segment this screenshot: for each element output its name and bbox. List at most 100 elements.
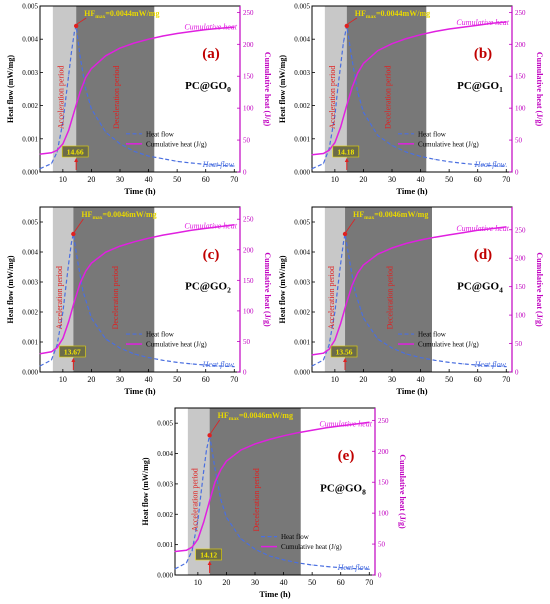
heat-flow-annotation: Heat flow <box>337 563 370 572</box>
y-left-axis-label: Heat flow (mW/mg) <box>278 55 287 123</box>
cumulative-heat-data-point <box>311 354 313 356</box>
x-tick-label: 50 <box>445 375 453 384</box>
heat-flow-data-point <box>362 111 365 113</box>
y-left-tick-label: 0.003 <box>294 279 310 287</box>
deceleration-period-label: Deceleration period <box>386 266 395 329</box>
y-right-tick-label: 200 <box>243 41 254 49</box>
hf-max-subscript: max <box>95 14 105 20</box>
x-tick-label: 40 <box>417 375 425 384</box>
hf-max-prefix: HF <box>84 9 95 18</box>
y-left-axis-label: Heat flow (mW/mg) <box>6 255 15 323</box>
y-right-axis-label: Cumulative heat (J/g) <box>398 454 407 529</box>
hf-max-prefix: HF <box>218 411 229 420</box>
heat-flow-data-point <box>147 155 150 157</box>
cumulative-heat-data-point <box>322 152 325 155</box>
acceleration-period-region <box>324 6 347 172</box>
heat-flow-data-point <box>322 163 325 165</box>
heat-flow-data-point <box>56 151 58 153</box>
cumulative-heat-data-point <box>176 32 178 35</box>
acceleration-period-label: Acceleration period <box>327 266 336 329</box>
peak-time-arrowhead <box>344 158 349 162</box>
heat-flow-data-point <box>282 559 285 561</box>
cumulative-heat-data-point <box>362 264 365 266</box>
heat-flow-data-point <box>377 338 379 340</box>
heat-flow-data-point <box>70 51 73 54</box>
peak-callout-line <box>74 218 84 233</box>
sample-name-base: PC@GO <box>457 281 499 293</box>
heat-flow-data-point <box>368 568 370 570</box>
acceleration-period-region <box>187 408 210 575</box>
peak-time-label: 13.56 <box>336 348 353 357</box>
heat-flow-data-point <box>334 114 336 117</box>
heat-flow-data-point <box>65 287 67 289</box>
y-right-tick-label: 150 <box>243 73 254 81</box>
heat-flow-data-point <box>391 347 393 349</box>
heat-flow-data-point <box>391 144 393 147</box>
legend: Heat flow Cumulative heat (J/g) <box>126 331 207 349</box>
hf-max-label: HFmax=0.0046mW/mg <box>218 411 293 422</box>
y-left-axis-label: Heat flow (mW/mg) <box>278 255 287 323</box>
heat-flow-data-point <box>448 361 450 363</box>
cumulative-heat-data-point <box>205 227 207 229</box>
legend: Heat flow Cumulative heat (J/g) <box>126 130 207 148</box>
x-tick-label: 30 <box>251 578 259 587</box>
cumulative-heat-data-point <box>462 26 465 28</box>
peak-callout-line <box>345 218 356 233</box>
panel-label: (c) <box>203 247 220 263</box>
cumulative-heat-data-point <box>67 129 70 132</box>
y-left-tick-label: 0.001 <box>22 135 38 143</box>
peak-time-box <box>61 145 89 158</box>
cumulative-heat-data-point <box>214 481 216 483</box>
y-left-tick-label: 0.003 <box>22 69 38 77</box>
heat-flow-data-point <box>67 75 70 77</box>
x-tick-label: 50 <box>173 375 181 384</box>
y-right-tick-label: 250 <box>243 9 254 17</box>
heat-flow-data-point <box>205 364 207 366</box>
heat-flow-data-point <box>147 357 150 359</box>
x-tick-label: 40 <box>280 578 288 587</box>
heat-flow-data-point <box>62 121 64 123</box>
heat-flow-data-point <box>357 91 359 93</box>
legend: Heat flow Cumulative heat (J/g) <box>398 130 479 148</box>
legend-entry-heat-flow: Heat flow <box>146 331 175 339</box>
legend-entry-heat-flow: Heat flow <box>146 130 175 138</box>
hf-max-value: =0.0046mW/mg <box>239 411 293 420</box>
x-tick-label: 10 <box>59 175 67 184</box>
heat-flow-data-point <box>105 131 107 133</box>
hf-max-label: HFmax=0.0046mW/mg <box>81 210 156 221</box>
heat-flow-data-point <box>76 257 78 259</box>
legend-entry-cumulative: Cumulative heat (J/g) <box>281 543 342 551</box>
heat-flow-data-point <box>339 65 342 67</box>
heat-flow-data-point <box>70 242 73 244</box>
y-left-tick-label: 0.004 <box>294 36 310 44</box>
x-tick-label: 10 <box>59 375 67 384</box>
cumulative-heat-data-point <box>190 30 193 33</box>
sample-name-subscript: 2 <box>227 286 231 295</box>
heat-flow-data-point <box>337 287 339 289</box>
heat-flow-data-point <box>354 290 356 292</box>
y-left-tick-label: 0.000 <box>157 572 173 580</box>
cumulative-heat-annotation: Cumulative heat <box>184 222 237 231</box>
cumulative-heat-data-point <box>147 38 150 40</box>
x-axis-label: Time (h) <box>396 386 427 396</box>
cumulative-heat-data-point <box>197 538 199 540</box>
cumulative-heat-data-point <box>240 449 242 451</box>
y-right-tick-label: 150 <box>378 479 389 487</box>
y-right-tick-label: 100 <box>515 105 526 113</box>
y-right-tick-label: 0 <box>378 572 382 580</box>
cumulative-heat-data-point <box>357 272 359 274</box>
cumulative-heat-data-point <box>448 234 450 236</box>
deceleration-period-label: Deceleration period <box>252 468 261 531</box>
cumulative-heat-data-point <box>67 321 70 323</box>
heat-flow-data-point <box>311 168 313 170</box>
heat-flow-data-point <box>219 365 221 367</box>
x-tick-label: 70 <box>502 375 510 384</box>
x-axis-label: Time (h) <box>396 186 427 196</box>
heat-flow-data-point <box>354 568 356 570</box>
cumulative-heat-data-point <box>345 303 347 305</box>
heat-flow-data-point <box>190 363 193 365</box>
y-left-axis-label: Heat flow (mW/mg) <box>6 55 15 123</box>
heat-flow-data-point <box>205 163 207 165</box>
legend-entry-heat-flow: Heat flow <box>281 533 310 541</box>
cumulative-heat-data-point <box>377 253 379 255</box>
